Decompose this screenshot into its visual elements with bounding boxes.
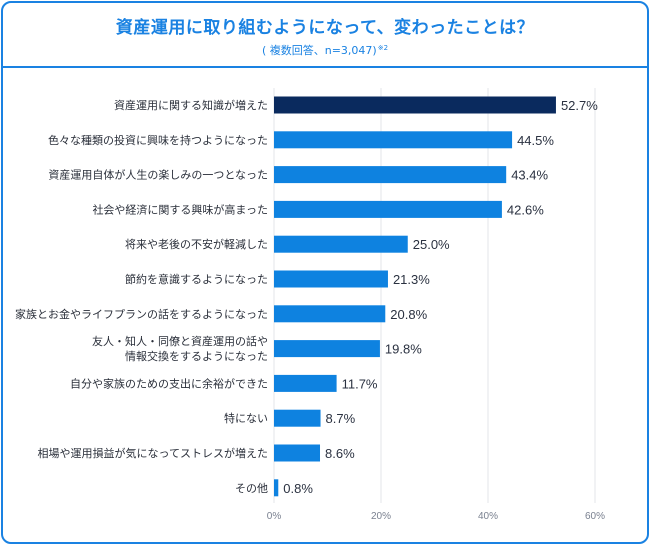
x-tick-label: 20% xyxy=(371,511,391,522)
category-label: 友人・知人・同僚と資産運用の話や xyxy=(92,334,268,348)
x-tick-label: 60% xyxy=(585,511,605,522)
bar xyxy=(274,444,321,462)
category-label: 資産運用に関する知識が増えた xyxy=(114,98,268,112)
value-label: 21.3% xyxy=(393,272,430,287)
bar xyxy=(274,340,380,358)
chart-title: 資産運用に取り組むようになって、変わったことは？ xyxy=(115,18,535,38)
bar xyxy=(274,479,279,497)
x-tick-label: 0% xyxy=(267,511,282,522)
category-label: 自分や家族のための支出に余裕ができた xyxy=(70,376,268,390)
bar xyxy=(274,270,388,288)
bar xyxy=(274,305,386,323)
bar xyxy=(274,96,556,114)
category-label: その他 xyxy=(235,482,268,495)
chart-header: 資産運用に取り組むようになって、変わったことは？ ( 複数回答、n=3,047)… xyxy=(3,3,647,68)
value-label: 19.8% xyxy=(385,342,422,357)
value-label: 0.8% xyxy=(283,481,313,496)
value-label: 11.7% xyxy=(342,376,378,391)
category-label: 将来や老後の不安が軽減した xyxy=(125,237,268,251)
bar xyxy=(274,409,321,427)
category-label: 資産運用自体が人生の楽しみの一つとなった xyxy=(48,168,268,182)
value-label: 42.6% xyxy=(507,202,544,217)
category-label: 家族とお金やライフプランの話をするようになった xyxy=(15,307,268,321)
value-label: 20.8% xyxy=(390,307,427,322)
category-labels: 資産運用に関する知識が増えた色々な種類の投資に興味を持つようになった資産運用自体… xyxy=(15,98,268,495)
bar xyxy=(274,200,502,218)
bar xyxy=(274,166,507,184)
value-label: 43.4% xyxy=(511,168,548,183)
category-label: 社会や経済に関する興味が高まった xyxy=(92,202,268,216)
category-label: 情報交換をするようになった xyxy=(125,349,268,363)
bars xyxy=(274,96,556,497)
bar xyxy=(274,374,337,392)
value-labels: 52.7% 44.5% 43.4% 42.6% 25.0% 21.3% 20.8% 19.8%… xyxy=(283,98,598,496)
bar xyxy=(274,235,408,253)
bar xyxy=(274,131,513,149)
value-label: 8.6% xyxy=(325,446,355,461)
value-label: 52.7% xyxy=(561,98,598,113)
value-label: 25.0% xyxy=(413,237,450,252)
value-label: 8.7% xyxy=(326,411,356,426)
footnote-mark: ※2 xyxy=(377,44,389,52)
category-label: 特にない xyxy=(224,411,268,425)
x-tick-label: 40% xyxy=(478,511,498,522)
x-axis-ticks: 0% 20% 40% 60% xyxy=(267,511,605,522)
category-label: 相場や運用損益が気になってストレスが増えた xyxy=(38,446,268,460)
value-label: 44.5% xyxy=(517,133,554,148)
chart-subtitle: ( 複数回答、n=3,047)※2 xyxy=(3,42,647,58)
category-label: 色々な種類の投資に興味を持つようになった xyxy=(48,133,268,147)
category-label: 節約を意識するようになった xyxy=(125,272,268,286)
subtitle-text: ( 複数回答、n=3,047) xyxy=(261,44,377,57)
gridlines xyxy=(273,88,596,503)
